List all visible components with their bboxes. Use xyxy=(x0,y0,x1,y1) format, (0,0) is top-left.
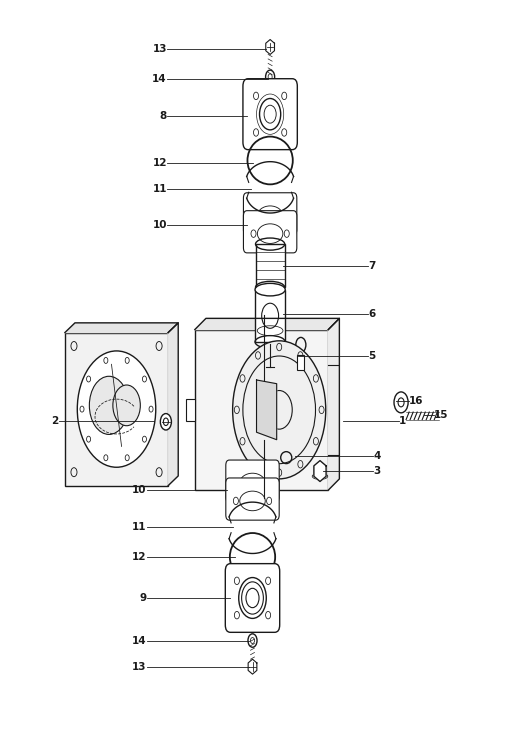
Bar xyxy=(297,355,305,370)
Text: 4: 4 xyxy=(373,451,381,461)
Text: 10: 10 xyxy=(153,220,167,230)
FancyBboxPatch shape xyxy=(226,460,279,502)
Polygon shape xyxy=(195,319,339,330)
Text: 12: 12 xyxy=(132,552,147,562)
Text: 9: 9 xyxy=(139,593,147,603)
Circle shape xyxy=(89,376,129,435)
Text: 13: 13 xyxy=(132,662,147,672)
Polygon shape xyxy=(248,659,257,674)
Polygon shape xyxy=(328,319,339,490)
Text: 16: 16 xyxy=(409,396,423,406)
Bar xyxy=(65,333,168,485)
Text: 2: 2 xyxy=(52,416,59,426)
Polygon shape xyxy=(257,380,277,440)
Polygon shape xyxy=(65,323,178,333)
Bar xyxy=(256,244,285,287)
FancyBboxPatch shape xyxy=(243,79,297,150)
Ellipse shape xyxy=(255,283,285,296)
Text: 5: 5 xyxy=(368,351,376,361)
Text: 13: 13 xyxy=(153,44,167,54)
Text: 12: 12 xyxy=(153,158,167,168)
FancyBboxPatch shape xyxy=(243,211,297,253)
Text: 10: 10 xyxy=(132,485,147,494)
Circle shape xyxy=(394,392,408,413)
Text: 15: 15 xyxy=(434,410,448,420)
Circle shape xyxy=(260,99,281,130)
Text: 6: 6 xyxy=(368,309,376,319)
Text: 11: 11 xyxy=(153,184,167,194)
Text: 14: 14 xyxy=(132,636,147,646)
Circle shape xyxy=(239,577,266,619)
Bar xyxy=(186,399,195,421)
Polygon shape xyxy=(266,40,275,55)
Text: 1: 1 xyxy=(398,416,406,426)
Text: 8: 8 xyxy=(160,111,167,121)
FancyBboxPatch shape xyxy=(225,564,280,632)
FancyBboxPatch shape xyxy=(243,193,297,235)
Text: 11: 11 xyxy=(132,522,147,532)
Polygon shape xyxy=(314,461,326,482)
Text: 3: 3 xyxy=(373,466,381,476)
Circle shape xyxy=(161,414,171,430)
Text: 7: 7 xyxy=(368,261,376,271)
FancyBboxPatch shape xyxy=(226,478,279,520)
Circle shape xyxy=(113,385,140,426)
Circle shape xyxy=(77,351,156,468)
Bar xyxy=(255,289,285,342)
Circle shape xyxy=(233,341,326,479)
Text: 14: 14 xyxy=(153,74,167,84)
Bar xyxy=(195,330,328,490)
Polygon shape xyxy=(168,323,178,485)
